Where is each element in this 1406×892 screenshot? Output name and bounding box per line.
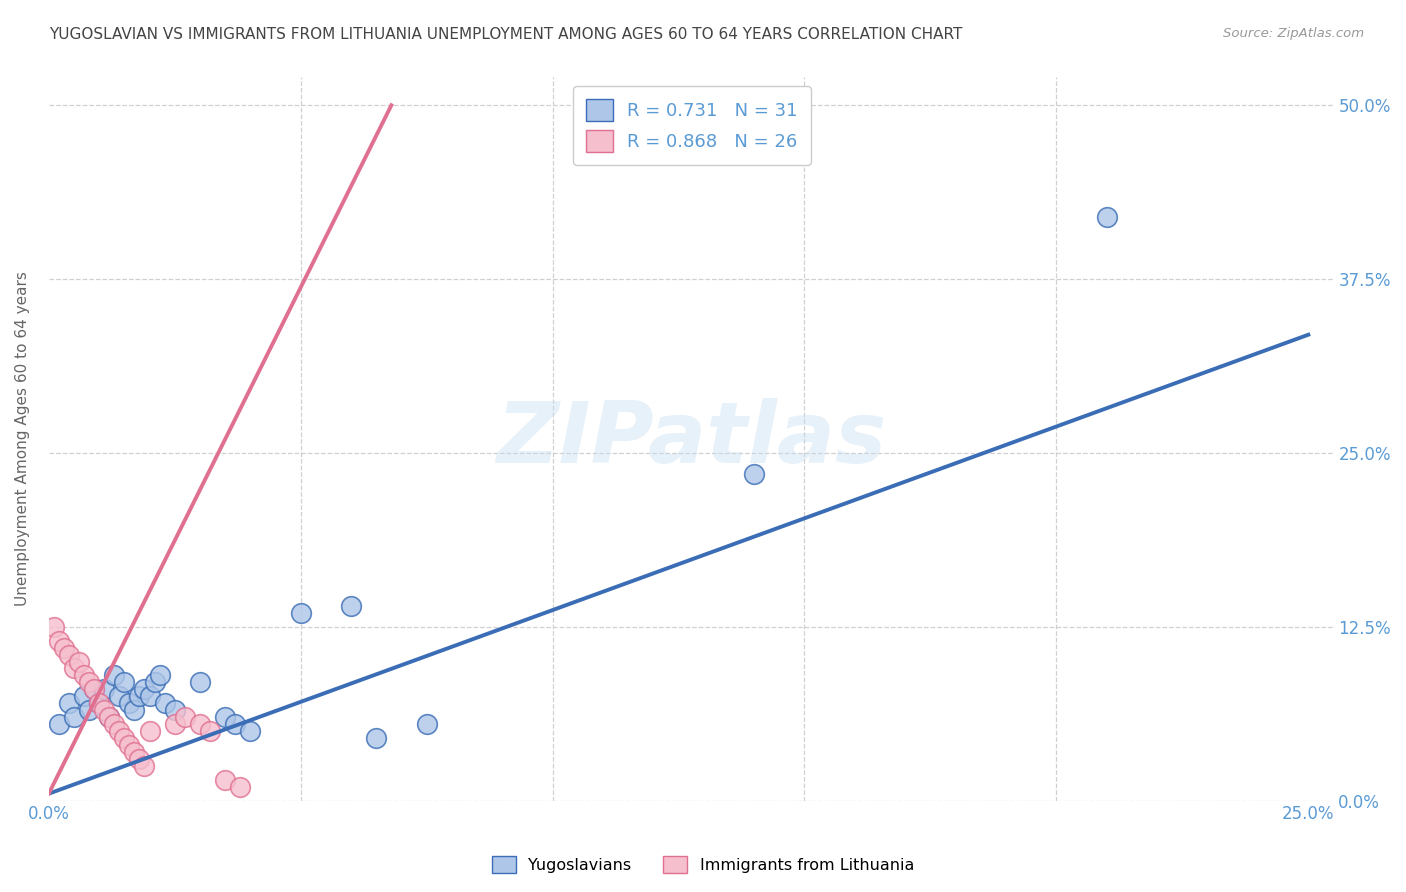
Text: YUGOSLAVIAN VS IMMIGRANTS FROM LITHUANIA UNEMPLOYMENT AMONG AGES 60 TO 64 YEARS : YUGOSLAVIAN VS IMMIGRANTS FROM LITHUANIA… <box>49 27 963 42</box>
Point <box>138 690 160 704</box>
Point <box>163 717 186 731</box>
Point <box>290 606 312 620</box>
Point <box>143 675 166 690</box>
Point <box>415 717 437 731</box>
Point <box>366 731 388 745</box>
Point <box>93 703 115 717</box>
Point <box>118 696 141 710</box>
Point <box>742 467 765 481</box>
Point <box>67 655 90 669</box>
Point <box>198 724 221 739</box>
Point <box>48 633 70 648</box>
Point <box>138 724 160 739</box>
Point <box>98 710 121 724</box>
Point <box>214 772 236 787</box>
Legend: Yugoslavians, Immigrants from Lithuania: Yugoslavians, Immigrants from Lithuania <box>485 849 921 880</box>
Point <box>128 690 150 704</box>
Point <box>52 640 75 655</box>
Point <box>98 710 121 724</box>
Point <box>77 675 100 690</box>
Point <box>77 703 100 717</box>
Point <box>224 717 246 731</box>
Point <box>48 717 70 731</box>
Point <box>134 682 156 697</box>
Point <box>73 690 96 704</box>
Point <box>63 710 86 724</box>
Point <box>108 724 131 739</box>
Point <box>134 759 156 773</box>
Point <box>173 710 195 724</box>
Point <box>89 696 111 710</box>
Point <box>58 648 80 662</box>
Point <box>149 668 172 682</box>
Point <box>112 675 135 690</box>
Point <box>89 696 111 710</box>
Point <box>124 703 146 717</box>
Point <box>58 696 80 710</box>
Point <box>1095 210 1118 224</box>
Point <box>163 703 186 717</box>
Point <box>83 682 105 697</box>
Point <box>214 710 236 724</box>
Point <box>188 675 211 690</box>
Point <box>229 780 252 794</box>
Point <box>128 752 150 766</box>
Legend: R = 0.731   N = 31, R = 0.868   N = 26: R = 0.731 N = 31, R = 0.868 N = 26 <box>574 87 811 165</box>
Point <box>103 717 125 731</box>
Point <box>188 717 211 731</box>
Point <box>153 696 176 710</box>
Point <box>340 599 363 613</box>
Point <box>108 690 131 704</box>
Point <box>83 682 105 697</box>
Point <box>103 668 125 682</box>
Point <box>124 745 146 759</box>
Point <box>73 668 96 682</box>
Point <box>42 620 65 634</box>
Text: ZIPatlas: ZIPatlas <box>496 398 886 481</box>
Point <box>93 682 115 697</box>
Point <box>239 724 262 739</box>
Point <box>118 738 141 752</box>
Text: Source: ZipAtlas.com: Source: ZipAtlas.com <box>1223 27 1364 40</box>
Point <box>112 731 135 745</box>
Y-axis label: Unemployment Among Ages 60 to 64 years: Unemployment Among Ages 60 to 64 years <box>15 271 30 607</box>
Point <box>63 661 86 675</box>
